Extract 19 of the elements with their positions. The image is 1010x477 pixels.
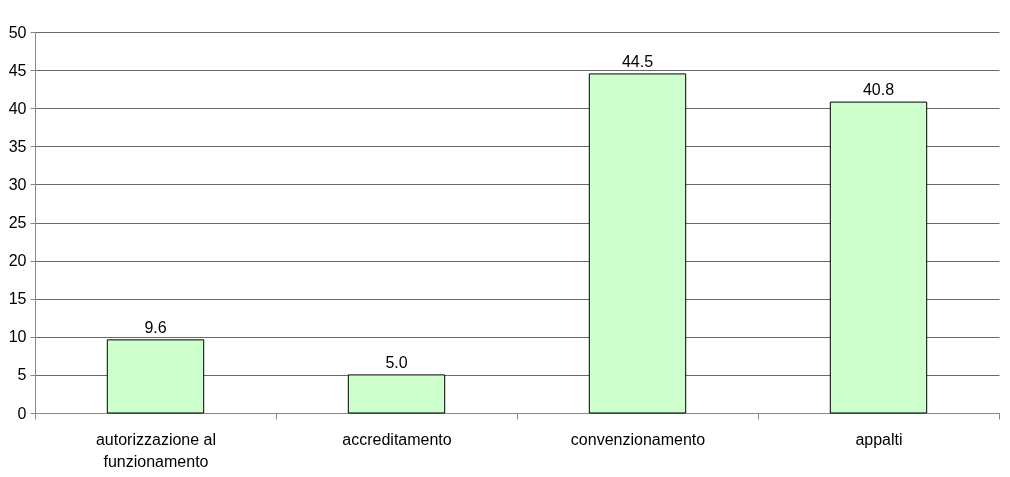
y-tick-label: 20 [8, 252, 27, 270]
data-label: 40.8 [862, 81, 895, 99]
data-label: 5.0 [385, 353, 408, 371]
y-tick-label: 10 [8, 328, 27, 346]
y-tick-label: 40 [8, 99, 27, 117]
y-tick-label: 50 [8, 23, 27, 41]
y-tick-label: 15 [8, 290, 27, 308]
y-tick-label: 35 [8, 137, 27, 155]
x-tick-label: autorizzazione al funzionamento [95, 430, 217, 470]
x-tick-label: accreditamento [342, 430, 452, 448]
y-tick-label: 45 [8, 61, 27, 79]
y-tick-label: 5 [17, 366, 27, 384]
y-tick-label: 30 [8, 175, 27, 193]
x-tick-label: appalti [855, 430, 903, 448]
y-tick-label: 0 [17, 404, 27, 422]
x-tick-label: convenzionamento [570, 430, 706, 448]
data-label: 9.6 [144, 318, 167, 336]
data-label: 44.5 [621, 52, 654, 70]
y-tick-label: 25 [8, 214, 27, 231]
